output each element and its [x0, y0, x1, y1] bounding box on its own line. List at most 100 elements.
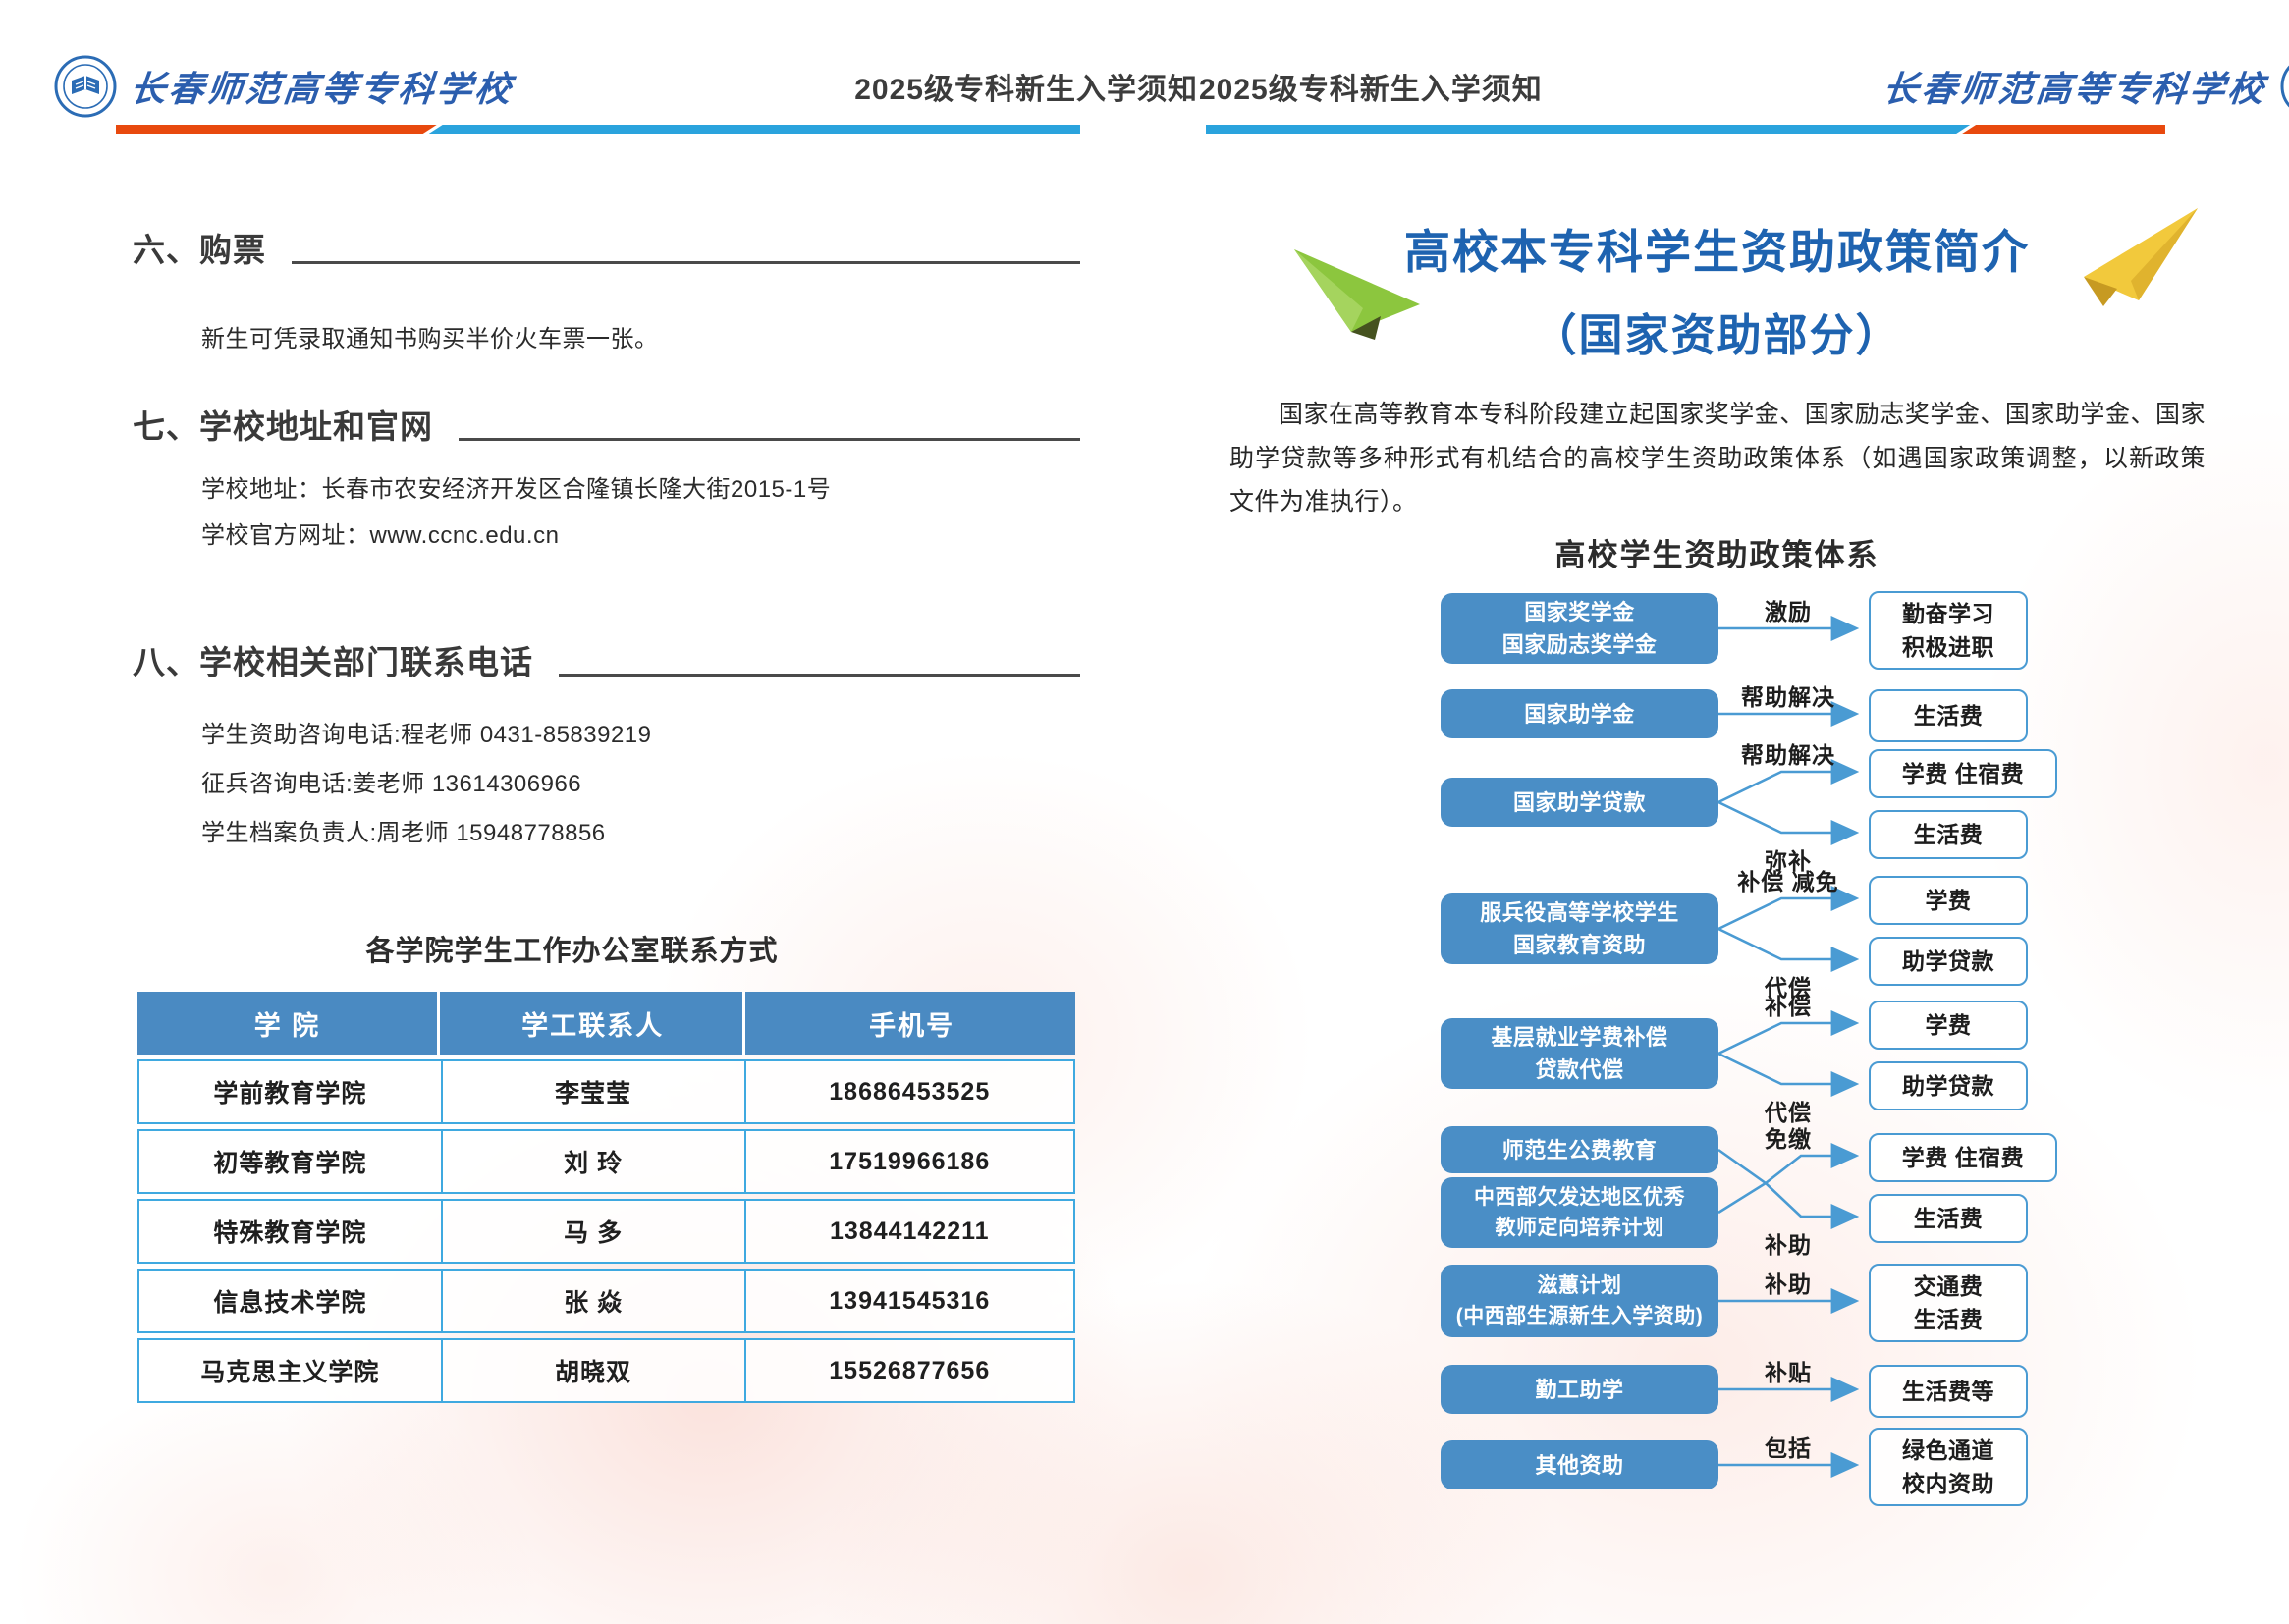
contact-line-3: 学生档案负责人:周老师 15948778856: [201, 820, 606, 846]
page-left: 长春师范高等专科学校 2025级专科新生入学须知 六、购票 新生可凭录取通知书购…: [0, 0, 1197, 1624]
cell-phone: 18686453525: [829, 1077, 991, 1106]
flow-label: 激励: [1765, 599, 1812, 624]
header-divider: [116, 125, 1088, 134]
flow-target: 交通费 生活费: [1869, 1264, 2028, 1342]
flow-label: 免缴: [1765, 1126, 1812, 1152]
cell-contact: 张 焱: [443, 1271, 746, 1331]
flow-label: 弥补: [1765, 848, 1812, 874]
cell-phone: 13844142211: [829, 1217, 990, 1245]
table-row: 初等教育学院 刘 玲 17519966186: [137, 1129, 1075, 1194]
divider-blue-segment: [1206, 125, 1970, 134]
flow-target: 学费: [1869, 876, 2028, 925]
cell-college: 马克思主义学院: [139, 1340, 443, 1401]
flow-label: 代偿: [1765, 1100, 1812, 1125]
heading-rule: [459, 438, 1080, 441]
flow-connector-lines: [1717, 616, 1860, 1478]
cell-phone: 17519966186: [829, 1147, 991, 1175]
flow-target: 绿色通道 校内资助: [1869, 1428, 2028, 1506]
flow-label: 代偿: [1765, 975, 1812, 1001]
flow-label: 帮助解决: [1741, 684, 1835, 710]
flow-source-zihui-plan: 滋蕙计划 (中西部生源新生入学资助): [1441, 1265, 1718, 1337]
flow-source-scholarship: 国家奖学金 国家励志奖学金: [1441, 593, 1718, 664]
contact-line-2: 征兵咨询电话:姜老师 13614306966: [201, 771, 582, 797]
flow-source-central-west-teachers: 中西部欠发达地区优秀 教师定向培养计划: [1441, 1177, 1718, 1248]
section8-title: 八、学校相关部门联系电话: [133, 644, 533, 680]
cell-contact: 刘 玲: [443, 1131, 746, 1192]
header-divider: [1206, 125, 2173, 134]
flow-target: 勤奋学习 积极进职: [1869, 591, 2028, 670]
flow-target: 助学贷款: [1869, 937, 2028, 986]
cell-college: 初等教育学院: [139, 1131, 443, 1192]
flow-source-loan: 国家助学贷款: [1441, 778, 1718, 827]
aid-policy-flowchart: 国家奖学金 国家励志奖学金 激励 勤奋学习 积极进职 国家助学金 帮助解决 生活…: [1145, 574, 2289, 1576]
school-address: 学校地址：长春市农安经济开发区合隆镇长隆大街2015-1号: [201, 476, 832, 503]
section8-heading: 八、学校相关部门联系电话: [133, 636, 1080, 683]
college-contact-table: 学 院 学工联系人 手机号 学前教育学院 李莹莹 18686453525 初等教…: [137, 992, 1075, 1403]
cell-college: 特殊教育学院: [139, 1201, 443, 1262]
school-logo-icon: [2280, 65, 2289, 108]
school-brand: 长春师范高等专科学校: [1880, 55, 2289, 118]
flow-source-grassroots: 基层就业学费补偿 贷款代偿: [1441, 1018, 1718, 1089]
policy-intro-paragraph: 国家在高等教育本专科阶段建立起国家奖学金、国家励志奖学金、国家助学金、国家助学贷…: [1229, 401, 2206, 515]
flow-chart-title: 高校学生资助政策体系: [1554, 538, 1880, 572]
flow-label: 补助: [1765, 1232, 1812, 1258]
cell-college: 学前教育学院: [139, 1061, 443, 1122]
green-paper-plane-icon: [1294, 249, 1420, 340]
divider-orange-segment: [116, 125, 437, 134]
flow-target: 生活费等: [1869, 1365, 2028, 1418]
flow-source-work-study: 勤工助学: [1441, 1365, 1718, 1414]
left-header: 长春师范高等专科学校 2025级专科新生入学须知: [0, 51, 1252, 122]
flow-source-grant: 国家助学金: [1441, 689, 1718, 738]
table-title: 各学院学生工作办公室联系方式: [365, 936, 779, 967]
flow-target: 学费: [1869, 1001, 2028, 1050]
divider-blue-segment: [428, 125, 1080, 134]
heading-rule: [559, 674, 1080, 677]
page-right: 2025级专科新生入学须知 长春师范高等专科学校 高校本专科学生资助政策简介 （…: [1145, 0, 2289, 1624]
cell-phone: 15526877656: [829, 1356, 991, 1384]
cell-contact: 马 多: [443, 1201, 746, 1262]
flow-target: 学费 住宿费: [1869, 749, 2057, 798]
policy-title-line2: （国家资助部分）: [1532, 310, 1902, 360]
flow-target: 助学贷款: [1869, 1061, 2028, 1110]
table-header-phone: 手机号: [748, 992, 1075, 1055]
section6-body: 新生可凭录取通知书购买半价火车票一张。: [201, 326, 659, 352]
heading-rule: [292, 261, 1080, 264]
table-header-contact: 学工联系人: [443, 992, 746, 1055]
doc-title: 2025级专科新生入学须知: [854, 74, 1198, 106]
doc-title: 2025级专科新生入学须知: [1199, 74, 1543, 106]
flow-target: 生活费: [1869, 689, 2028, 742]
section7-title: 七、学校地址和官网: [133, 408, 433, 445]
yellow-paper-plane-icon: [2084, 208, 2198, 306]
right-header: 2025级专科新生入学须知 长春师范高等专科学校: [1145, 51, 2289, 122]
cell-college: 信息技术学院: [139, 1271, 443, 1331]
flow-label: 补偿 减免: [1737, 869, 1839, 894]
section7-heading: 七、学校地址和官网: [133, 401, 1080, 448]
table-row: 马克思主义学院 胡晓双 15526877656: [137, 1338, 1075, 1403]
contact-line-1: 学生资助咨询电话:程老师 0431-85839219: [201, 722, 652, 748]
school-logo-icon: [54, 55, 117, 118]
school-name: 长春师范高等专科学校: [128, 69, 516, 110]
cell-phone: 13941545316: [829, 1286, 991, 1315]
divider-orange-segment: [1962, 125, 2165, 134]
section6-title: 六、购票: [133, 232, 266, 268]
cell-contact: 李莹莹: [443, 1061, 746, 1122]
flow-label: 补偿: [1765, 994, 1812, 1019]
section6-heading: 六、购票: [133, 224, 1080, 271]
cell-contact: 胡晓双: [443, 1340, 746, 1401]
flow-source-normal-students: 师范生公费教育: [1441, 1126, 1718, 1173]
policy-title-line1: 高校本专科学生资助政策简介: [1404, 226, 2030, 278]
flow-label: 包括: [1765, 1435, 1812, 1461]
school-website: 学校官方网址：www.ccnc.edu.cn: [201, 522, 560, 549]
school-name: 长春师范高等专科学校: [1880, 69, 2268, 110]
table-row: 学前教育学院 李莹莹 18686453525: [137, 1059, 1075, 1124]
flow-source-military: 服兵役高等学校学生 国家教育资助: [1441, 893, 1718, 964]
flow-label: 补助: [1765, 1272, 1812, 1297]
table-row: 特殊教育学院 马 多 13844142211: [137, 1199, 1075, 1264]
table-header-college: 学 院: [137, 992, 441, 1055]
flow-label: 补贴: [1765, 1360, 1812, 1385]
flow-target: 学费 住宿费: [1869, 1133, 2057, 1182]
flow-target: 生活费: [1869, 1194, 2028, 1243]
school-brand: 长春师范高等专科学校: [54, 55, 516, 118]
table-row: 信息技术学院 张 焱 13941545316: [137, 1269, 1075, 1333]
flow-target: 生活费: [1869, 810, 2028, 859]
